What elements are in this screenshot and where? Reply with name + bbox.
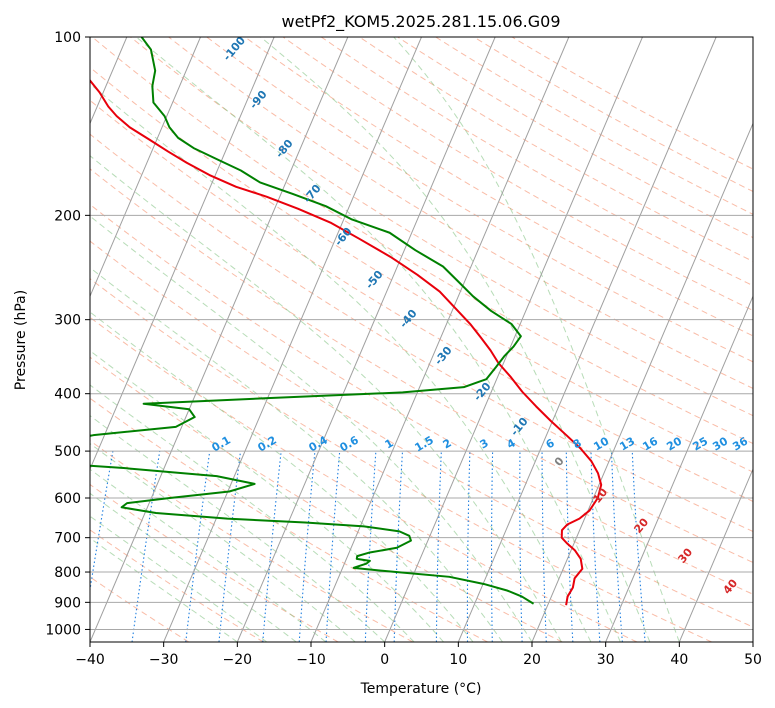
x-tick-label: 50 [744, 652, 762, 668]
mixing-ratio-line [218, 451, 242, 642]
y-tick-label: 1000 [45, 622, 81, 638]
mixing-ratio-line [262, 451, 282, 642]
mixing-ratio-line [90, 451, 114, 594]
x-tick-label: −20 [223, 652, 253, 668]
moist-adiabat [90, 515, 268, 642]
x-tick-label: 0 [380, 652, 389, 668]
isotherm-line [457, 37, 717, 642]
isotherm-line [310, 37, 570, 642]
dry-adiabat [90, 203, 753, 595]
x-tick-label: −30 [149, 652, 179, 668]
isotherm-line [384, 37, 643, 642]
x-tick-label: −40 [75, 652, 105, 668]
y-tick-label: 800 [54, 565, 81, 581]
moist-adiabat [90, 215, 533, 642]
isotherm-line [236, 37, 496, 642]
profile-lines [90, 37, 603, 606]
y-tick-label: 600 [54, 491, 81, 507]
moist-adiabat [135, 37, 621, 642]
dry-adiabat [90, 529, 264, 642]
isotherm-line [90, 37, 275, 471]
axes: −40 −30 −20 −10 0 10 20 30 40 50 100 200 300 400 500 60… [45, 30, 762, 668]
moist-adiabat [90, 155, 562, 642]
y-tick-label: 200 [54, 208, 81, 224]
dry-adiabat [90, 133, 753, 533]
plot-frame [89, 36, 754, 643]
y-tick-label: 400 [54, 387, 81, 403]
background-lines [90, 37, 753, 642]
moist-adiabat [90, 415, 386, 642]
moist-adiabat [90, 468, 327, 642]
moist-adiabat [90, 537, 238, 642]
moist-adiabat [260, 37, 651, 642]
isotherm-line [90, 37, 201, 298]
isotherm-line [531, 122, 753, 642]
x-tick-label: 10 [449, 652, 467, 668]
dry-adiabat [90, 240, 753, 628]
x-tick-label: 30 [597, 652, 615, 668]
dry-adiabat [168, 37, 753, 389]
y-tick-label: 500 [54, 444, 81, 460]
dry-adiabat [244, 37, 753, 337]
chart-title: wetPf2_KOM5.2025.281.15.06.G09 [281, 12, 560, 32]
moist-adiabat [90, 267, 503, 642]
isotherm-line [163, 37, 422, 642]
dry-adiabat [130, 37, 753, 417]
isotherm-line [678, 467, 753, 642]
dry-adiabat [90, 99, 753, 502]
y-tick-label: 900 [54, 595, 81, 611]
isotherm-line [605, 295, 753, 642]
dry-adiabat [90, 278, 712, 642]
x-axis-label: Temperature (°C) [360, 681, 482, 697]
x-tick-label: 40 [670, 652, 688, 668]
moist-adiabat [90, 350, 444, 642]
dry-adiabat [90, 316, 638, 642]
dry-adiabat [91, 37, 753, 445]
moist-adiabat [90, 492, 297, 642]
dewpoint-line [90, 37, 535, 605]
mixing-ratio-line [298, 451, 316, 642]
y-tick-label: 700 [54, 531, 81, 547]
y-axis-label: Pressure (hPa) [13, 290, 29, 390]
x-tick-label: 20 [523, 652, 541, 668]
isotherm-line [90, 37, 349, 642]
moist-adiabat [393, 37, 680, 642]
dry-adiabat [90, 356, 563, 642]
dry-adiabat [90, 483, 339, 642]
moist-adiabat [90, 311, 474, 642]
y-tick-label: 300 [54, 313, 81, 329]
y-tick-label: 100 [54, 30, 81, 46]
dry-adiabat [282, 37, 753, 312]
x-tick-label: −10 [296, 652, 326, 668]
